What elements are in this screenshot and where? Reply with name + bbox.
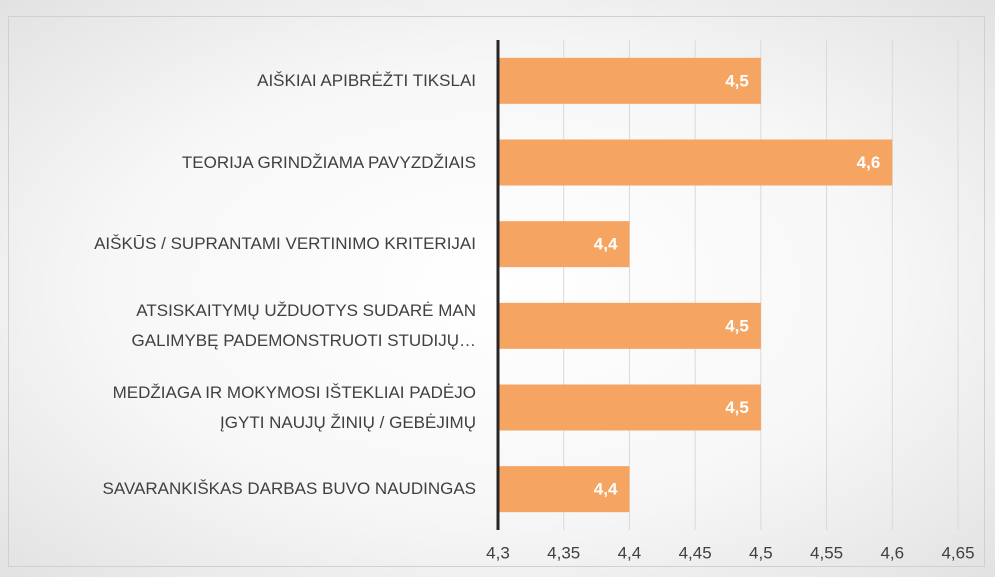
- y-tick-label: TEORIJA GRINDŽIAMA PAVYZDŽIAIS: [181, 152, 476, 172]
- data-label: 4,4: [594, 480, 618, 499]
- bar: [498, 139, 893, 186]
- data-label: 4,5: [725, 316, 749, 335]
- x-tick-label: 4,45: [679, 543, 712, 562]
- data-label: 4,4: [594, 235, 618, 254]
- bar: [498, 384, 761, 431]
- bar: [498, 466, 630, 513]
- x-tick-label: 4,5: [749, 543, 773, 562]
- y-tick-label: ATSISKAITYMŲ UŽDUOTYS SUDARĖ MAN GALIMYB…: [131, 300, 476, 350]
- x-tick-label: 4,35: [547, 543, 580, 562]
- data-label: 4,5: [725, 71, 749, 90]
- x-tick-label: 4,55: [810, 543, 843, 562]
- bar: [498, 302, 761, 349]
- y-tick-label: AIŠKŪS / SUPRANTAMI VERTINIMO KRITERIJAI: [94, 234, 476, 254]
- bar: [498, 57, 761, 104]
- data-label: 4,5: [725, 398, 749, 417]
- x-tick-label: 4,6: [880, 543, 904, 562]
- y-tick-label: AIŠKIAI APIBRĖŽTI TIKSLAI: [257, 70, 476, 90]
- plot-panel: [8, 16, 985, 567]
- bar: [498, 221, 630, 268]
- y-tick-label: SAVARANKIŠKAS DARBAS BUVO NAUDINGAS: [102, 479, 476, 499]
- y-tick-label: MEDŽIAGA IR MOKYMOSI IŠTEKLIAI PADĖJO ĮG…: [112, 382, 476, 432]
- x-tick-label: 4,3: [486, 543, 510, 562]
- x-tick-label: 4,4: [618, 543, 642, 562]
- x-tick-label: 4,65: [941, 543, 974, 562]
- data-label: 4,6: [857, 153, 881, 172]
